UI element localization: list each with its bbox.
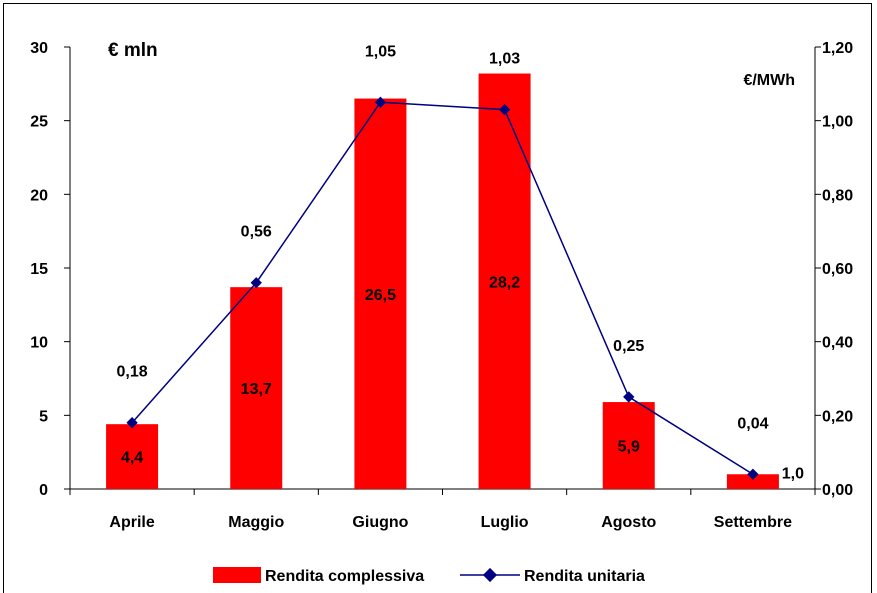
left-axis-tick-label: 5	[39, 408, 48, 425]
right-axis-tick-label: 1,00	[822, 114, 853, 131]
line-value-label: 1,05	[365, 43, 396, 60]
left-axis-tick-label: 20	[30, 187, 48, 204]
bar	[726, 474, 779, 489]
bar-value-label: 26,5	[365, 287, 396, 304]
bar-value-label: 1,0	[782, 465, 804, 482]
right-axis-unit: €/MWh	[743, 72, 795, 89]
line-series	[126, 96, 759, 480]
left-axis-tick-label: 10	[30, 335, 48, 352]
chart-frame	[3, 3, 872, 593]
x-axis-category-label: Aprile	[109, 514, 154, 531]
left-axis-tick-label: 0	[39, 482, 48, 499]
bar-value-label: 13,7	[241, 381, 272, 398]
data-labels: 4,4 13,7 26,5 28,2 5,9 1,0 0,18 0,56 1,05 1,03 0,2…	[117, 43, 805, 482]
legend-label-line: Rendita unitaria	[524, 568, 645, 585]
right-axis-tick-label: 1,20	[822, 40, 853, 57]
x-axis-category-label: Agosto	[601, 514, 656, 531]
left-axis-tick-label: 30	[30, 40, 48, 57]
x-axis-category-label: Maggio	[228, 514, 284, 531]
line-value-label: 0,04	[737, 415, 768, 432]
right-axis-tick-label: 0,80	[822, 187, 853, 204]
x-axis-category-label: Giugno	[352, 514, 408, 531]
series-line	[131, 101, 754, 475]
x-axis-category-label: Settembre	[714, 514, 792, 531]
left-axis-unit: € mln	[108, 40, 158, 61]
bar	[602, 402, 655, 489]
legend-marker	[482, 567, 498, 583]
x-axis-category-label: Luglio	[481, 514, 529, 531]
legend: Rendita complessiva Rendita unitaria	[213, 567, 645, 585]
line-point-marker	[250, 277, 262, 289]
bar	[230, 287, 283, 489]
bar	[354, 98, 407, 490]
right-axis-tick-label: 0,00	[822, 482, 853, 499]
right-axis-tick-label: 0,40	[822, 335, 853, 352]
line-value-label: 0,18	[117, 364, 148, 381]
line-value-label: 1,03	[489, 51, 520, 68]
line-value-label: 0,56	[241, 224, 272, 241]
bar	[106, 424, 159, 489]
bar-series	[106, 73, 779, 490]
bar-value-label: 5,9	[618, 439, 640, 456]
legend-label-bars: Rendita complessiva	[265, 568, 424, 585]
line-point-marker	[747, 468, 759, 480]
axes: 0 5 10 15 20 25 30 0,00 0,20 0,40 0,60 0,80 1,00 1,20…	[30, 40, 853, 531]
right-axis-tick-label: 0,60	[822, 261, 853, 278]
bar	[478, 73, 531, 490]
left-axis-tick-label: 15	[30, 261, 48, 278]
line-point-marker	[623, 391, 635, 403]
line-point-marker	[126, 417, 138, 429]
right-axis-tick-label: 0,20	[822, 408, 853, 425]
left-axis-tick-label: 25	[30, 114, 48, 131]
legend-swatch-bars	[213, 567, 261, 583]
bar-value-label: 28,2	[489, 274, 520, 291]
line-value-label: 0,25	[613, 338, 644, 355]
bar-value-label: 4,4	[121, 450, 143, 467]
